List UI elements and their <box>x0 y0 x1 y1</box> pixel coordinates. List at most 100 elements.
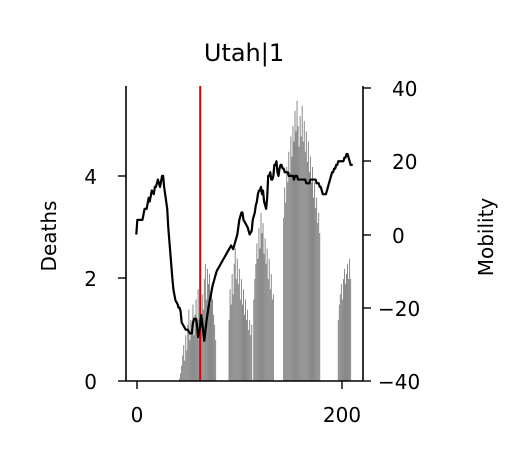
death-bar <box>337 319 339 381</box>
x-tick-label: 200 <box>323 403 361 427</box>
death-bar <box>297 126 299 381</box>
death-bar <box>244 314 245 381</box>
death-bar <box>228 319 230 381</box>
death-bar <box>269 289 271 381</box>
death-bar <box>256 243 258 381</box>
death-bar <box>186 350 188 381</box>
right-axis-label: Mobility <box>474 198 498 277</box>
death-bar <box>237 284 239 381</box>
death-bar <box>319 233 321 381</box>
death-bar <box>345 284 346 381</box>
death-bar <box>262 223 264 381</box>
death-bar <box>316 197 318 381</box>
death-bar <box>298 146 300 381</box>
death-bar <box>207 284 209 381</box>
right-y-tick: 40 <box>363 77 417 101</box>
death-bar <box>346 273 347 381</box>
death-bar <box>236 258 238 381</box>
death-bar <box>266 248 268 381</box>
x-tick: 0 <box>131 381 144 427</box>
death-bar <box>271 299 273 381</box>
death-bar <box>301 105 303 381</box>
right-y-tick-label: −20 <box>378 297 420 321</box>
death-bar <box>190 319 192 381</box>
death-bar <box>206 268 208 381</box>
left-y-tick-label: 4 <box>84 165 97 189</box>
death-bar <box>267 279 269 381</box>
death-bar <box>212 299 214 381</box>
death-bar <box>254 279 256 381</box>
death-bar <box>214 324 216 381</box>
death-bar <box>294 110 296 382</box>
death-bar <box>290 136 292 381</box>
death-bar <box>340 284 342 381</box>
death-bar <box>183 345 185 381</box>
x-tick: 200 <box>323 381 361 427</box>
death-bar <box>259 248 261 381</box>
death-bar <box>246 319 248 381</box>
death-bar <box>210 304 211 381</box>
bars-group <box>179 100 352 382</box>
death-bar <box>234 248 236 381</box>
death-bar <box>307 141 309 381</box>
death-bar <box>198 319 200 381</box>
death-bar <box>257 258 259 381</box>
death-bar <box>233 263 235 381</box>
death-bar <box>189 340 191 381</box>
death-bar <box>230 304 232 381</box>
death-bar <box>292 126 294 381</box>
death-bar <box>201 294 203 381</box>
death-bar <box>232 294 234 381</box>
death-bar <box>289 172 291 381</box>
death-bar <box>202 309 204 381</box>
death-bar <box>299 116 301 381</box>
death-bar <box>296 100 298 382</box>
death-bar <box>184 360 186 381</box>
death-bar <box>315 207 317 381</box>
death-bar <box>308 172 310 381</box>
death-bar <box>302 141 304 381</box>
death-bar <box>300 136 302 381</box>
death-bar <box>250 335 252 381</box>
death-bar <box>192 304 194 381</box>
death-bar <box>306 161 308 381</box>
death-bar <box>343 268 345 381</box>
death-bar <box>347 263 349 381</box>
death-bar <box>311 182 312 381</box>
death-bar <box>270 273 272 381</box>
death-bar <box>187 324 189 381</box>
death-bar <box>195 299 197 381</box>
death-bar <box>304 151 306 381</box>
death-bar <box>247 309 249 381</box>
death-bar <box>188 309 190 381</box>
death-bar <box>264 238 266 381</box>
death-bar <box>182 355 184 381</box>
death-bar <box>241 304 243 381</box>
death-bar <box>350 279 352 381</box>
death-bar <box>205 299 207 381</box>
death-bar <box>317 223 319 381</box>
left-y-tick-label: 0 <box>84 370 97 394</box>
x-tick-label: 0 <box>131 403 144 427</box>
death-bar <box>193 335 195 381</box>
left-y-tick: 0 <box>84 370 126 394</box>
death-bar <box>285 202 287 381</box>
death-bar <box>249 319 251 381</box>
death-bar <box>305 131 307 381</box>
death-bar <box>196 324 198 381</box>
death-bar <box>215 340 217 381</box>
death-bar <box>239 299 241 381</box>
death-bar <box>313 197 315 381</box>
death-bar <box>255 263 257 381</box>
death-bar <box>349 258 351 381</box>
death-bar <box>238 268 240 381</box>
death-bar <box>312 166 313 381</box>
left-y-tick-label: 2 <box>84 267 97 291</box>
left-y-tick: 2 <box>84 267 126 291</box>
death-bar <box>180 373 182 381</box>
death-bar <box>211 289 212 381</box>
death-bar <box>213 314 215 381</box>
death-bar <box>341 299 343 381</box>
death-bar <box>245 299 246 381</box>
death-bar <box>339 294 341 381</box>
